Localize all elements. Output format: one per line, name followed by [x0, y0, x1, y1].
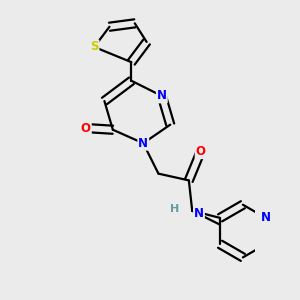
Text: H: H — [170, 204, 179, 214]
Text: O: O — [196, 145, 206, 158]
Text: N: N — [261, 212, 271, 224]
Text: N: N — [138, 137, 148, 150]
Text: N: N — [157, 89, 167, 103]
Text: N: N — [194, 207, 204, 220]
Text: O: O — [81, 122, 91, 134]
Text: S: S — [90, 40, 98, 53]
